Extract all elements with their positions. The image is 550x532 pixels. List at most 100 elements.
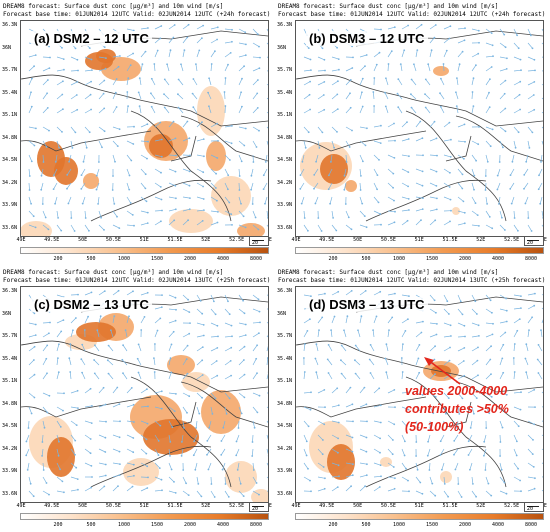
wind-arrow-head	[392, 186, 394, 189]
wind-arrow	[140, 448, 147, 454]
wind-arrow	[56, 210, 59, 218]
wind-arrow-head	[61, 47, 63, 49]
wind-arrow-head	[379, 404, 382, 407]
wind-arrow	[457, 222, 465, 226]
wind-arrow-head	[257, 79, 259, 81]
wind-arrow	[357, 330, 361, 338]
wind-arrow-head	[206, 440, 209, 442]
panel-c: DREAM8 forecast: Surface dust conc [μg/m…	[0, 266, 275, 532]
wind-arrow	[140, 196, 147, 202]
wind-arrow	[457, 392, 463, 399]
wind-arrow-head	[32, 215, 35, 218]
wind-arrow	[410, 93, 417, 100]
reference-vector-label: 20	[527, 240, 534, 246]
wind-arrow-head	[267, 217, 268, 219]
wind-arrow-head	[202, 324, 205, 326]
wind-arrow	[266, 42, 268, 45]
longitude-label: 52.5E	[504, 503, 520, 509]
wind-arrow-head	[160, 478, 163, 481]
wind-arrow	[84, 81, 92, 86]
wind-arrow-head	[136, 357, 139, 360]
wind-arrow	[266, 210, 268, 218]
wind-arrow-head	[539, 202, 542, 205]
wind-arrow-head	[192, 78, 195, 80]
wind-arrow-head	[170, 468, 173, 471]
wind-arrow-head	[469, 468, 471, 471]
wind-arrow	[138, 92, 142, 100]
wind-arrow-head	[525, 343, 528, 346]
latitude-label: 36.3N	[277, 22, 293, 28]
wind-arrow	[182, 208, 190, 212]
wind-arrow-head	[476, 359, 479, 362]
wind-arrow	[56, 294, 64, 298]
wind-arrow	[513, 210, 515, 219]
wind-arrow-head	[77, 69, 79, 72]
wind-arrow-head	[68, 160, 70, 163]
wind-arrow-head	[473, 188, 475, 191]
wind-arrow-head	[321, 453, 324, 456]
wind-arrow	[429, 196, 437, 199]
wind-arrow-head	[243, 373, 246, 376]
wind-arrow	[98, 420, 107, 423]
wind-arrow-head	[393, 221, 396, 224]
wind-arrow-head	[62, 319, 65, 321]
wind-arrow-head	[394, 292, 396, 295]
wind-arrow	[224, 64, 229, 72]
wind-arrow-head	[243, 396, 246, 399]
wind-arrow-head	[403, 49, 406, 52]
wind-arrow	[387, 210, 396, 213]
wind-arrow	[401, 154, 409, 157]
wind-arrow-head	[322, 439, 324, 441]
wind-arrow-head	[88, 47, 91, 49]
wind-arrow	[42, 210, 47, 218]
wind-arrow	[224, 210, 232, 215]
wind-arrow	[331, 316, 335, 324]
wind-arrow	[315, 196, 319, 204]
wind-arrow	[98, 434, 106, 439]
wind-arrow	[238, 126, 246, 129]
wind-arrow-head	[337, 451, 339, 454]
wind-arrow	[196, 406, 200, 414]
wind-arrow	[98, 56, 106, 59]
wind-arrow	[207, 434, 212, 442]
wind-arrow-head	[34, 54, 37, 56]
wind-arrow-head	[90, 291, 93, 294]
wind-arrow-head	[309, 80, 311, 83]
wind-arrow	[28, 210, 34, 217]
wind-arrow	[42, 373, 48, 380]
wind-arrow-head	[517, 467, 519, 470]
wind-arrow	[224, 360, 231, 366]
wind-arrow	[70, 390, 78, 394]
wind-arrow-head	[147, 140, 149, 143]
wind-arrow	[28, 140, 35, 146]
wind-arrow	[168, 294, 176, 299]
border-line	[90, 445, 212, 488]
wind-arrow	[387, 448, 393, 455]
wind-arrow-head	[114, 160, 116, 163]
wind-arrow-head	[354, 372, 357, 375]
wind-arrow-head	[258, 394, 261, 397]
border-line	[21, 74, 268, 127]
annotation-line-1: values 2000-4000	[405, 384, 508, 398]
wind-arrow-head	[379, 142, 382, 144]
wind-arrow	[195, 64, 198, 72]
wind-arrow	[415, 24, 422, 30]
wind-arrow-head	[463, 123, 466, 126]
wind-arrow	[541, 319, 543, 324]
wind-arrow-head	[361, 91, 363, 94]
wind-arrow-head	[449, 171, 451, 174]
wind-arrow	[154, 154, 162, 158]
wind-arrow	[485, 373, 492, 380]
wind-arrow-head	[436, 154, 438, 157]
wind-arrow	[457, 322, 465, 327]
wind-arrow-head	[80, 358, 83, 360]
wind-arrow-head	[327, 372, 330, 374]
wind-arrow-head	[424, 78, 427, 81]
wind-arrow-head	[377, 201, 380, 204]
forecast-base-time: Forecast base time: 01JUN2014 12UTC Vali…	[278, 11, 546, 18]
wind-arrow	[525, 358, 529, 366]
wind-arrow	[359, 154, 364, 162]
wind-arrow	[108, 345, 114, 352]
wind-arrow-head	[96, 329, 99, 332]
wind-arrow-head	[504, 410, 506, 413]
